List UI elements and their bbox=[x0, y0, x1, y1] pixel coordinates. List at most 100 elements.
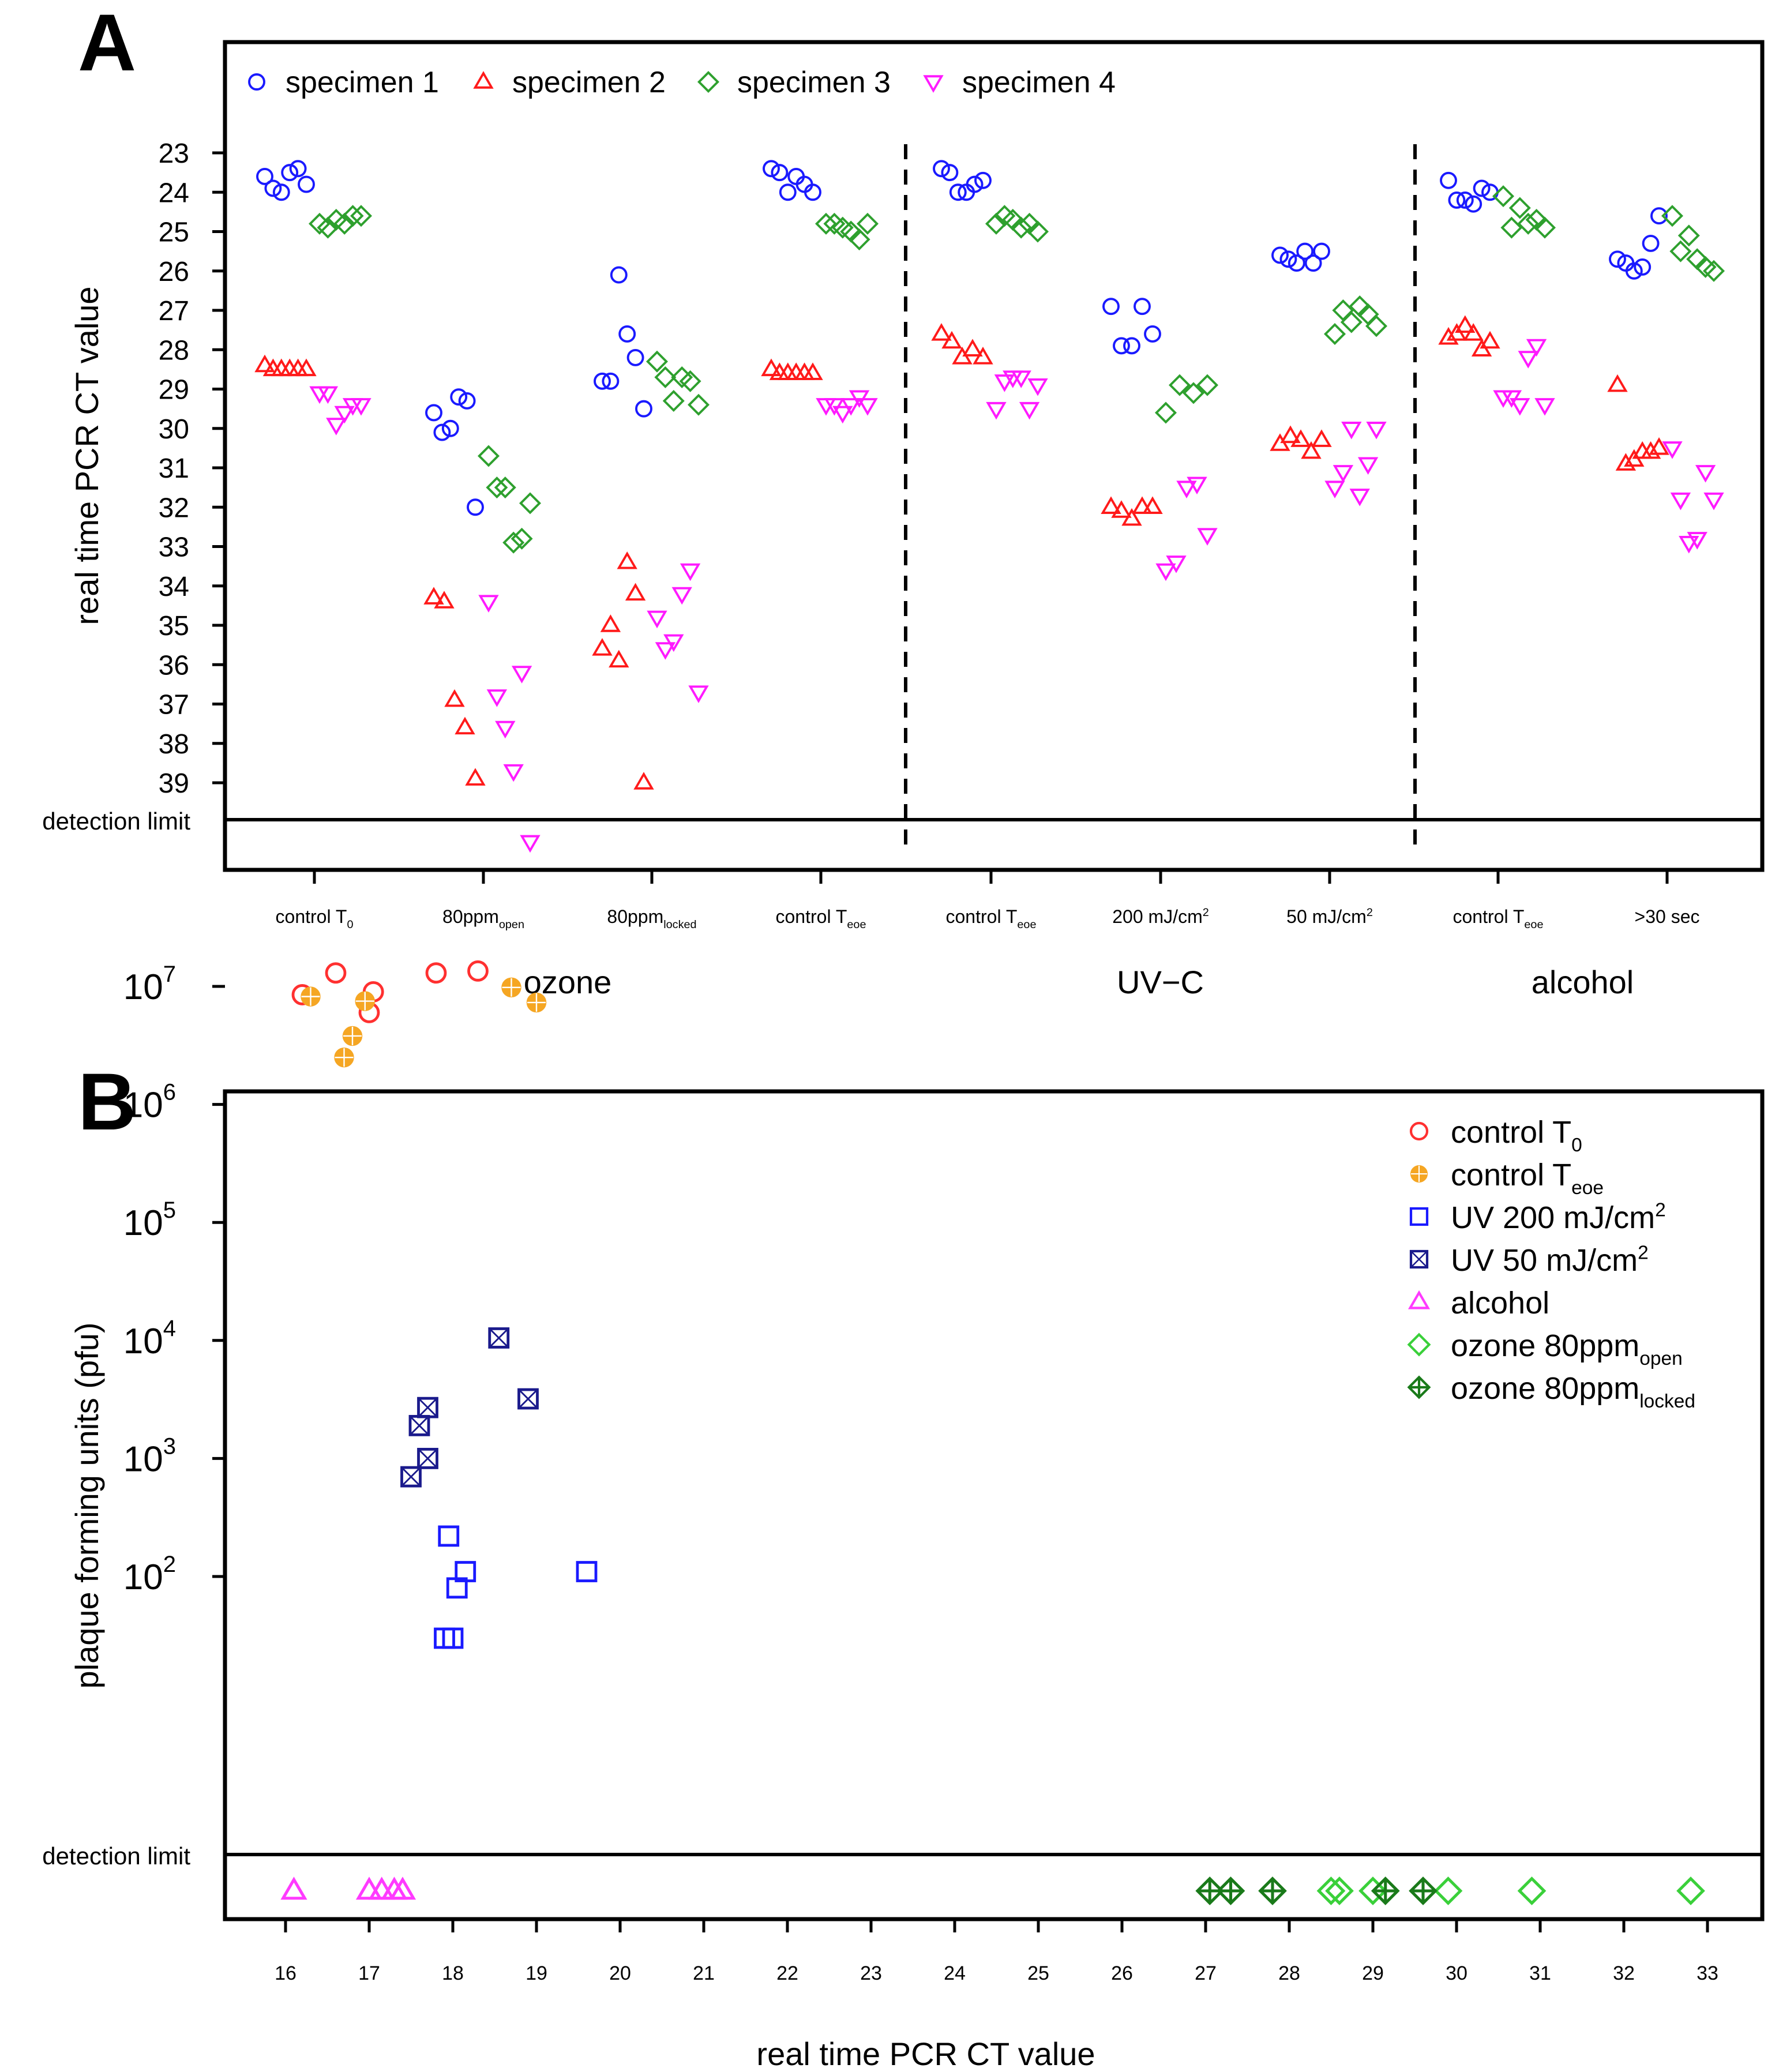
panel-b-point bbox=[389, 1876, 416, 1900]
panel-a-x-tick-label-text: 80ppm bbox=[607, 906, 663, 927]
panel-a-y-tick-label: 25 bbox=[159, 217, 189, 248]
panel-a-point bbox=[1662, 441, 1683, 459]
panel-a-point bbox=[802, 362, 823, 380]
panel-a-point-shape bbox=[804, 183, 821, 201]
panel-b-plot-frame bbox=[223, 1089, 1765, 1921]
panel-a-point bbox=[441, 419, 459, 437]
panel-a-point bbox=[857, 398, 878, 416]
panel-a-point bbox=[1365, 315, 1388, 337]
panel-a-point-shape bbox=[1518, 351, 1538, 369]
panel-a-point bbox=[1518, 351, 1538, 369]
panel-a-legend-marker bbox=[697, 70, 720, 93]
panel-a-x-tick-label-text: control T bbox=[1453, 906, 1525, 927]
panel-a-point bbox=[1304, 254, 1322, 272]
panel-a-y-axis: 23 24 25 26 27 28 29 30 31 32 33 34 35 36 37 38 39 bbox=[159, 138, 225, 799]
panel-a-legend: specimen 1 specimen 2 specimen 3 specimen 4 bbox=[248, 66, 1116, 99]
panel-b-point bbox=[442, 1627, 464, 1649]
panel-a-point-shape bbox=[625, 583, 646, 601]
panel-a-point bbox=[256, 168, 273, 185]
panel-a-point bbox=[1341, 422, 1362, 440]
panel-a-point bbox=[1102, 298, 1120, 316]
panel-a-point-shape bbox=[966, 175, 984, 193]
panel-a-point-shape bbox=[1669, 240, 1692, 262]
panel-a-y-tick-label: 37 bbox=[159, 690, 189, 720]
panel-a-point-shape bbox=[856, 212, 879, 235]
panel-a-point bbox=[848, 228, 870, 251]
panel-a-point-shape bbox=[1196, 374, 1219, 396]
panel-b-point bbox=[355, 991, 375, 1011]
panel-a-point-shape bbox=[1187, 476, 1207, 495]
panel-b-legend-label-text: control T bbox=[1451, 1115, 1571, 1150]
panel-a-point bbox=[1142, 496, 1163, 514]
panel-a-point-shape bbox=[662, 389, 685, 412]
panel-a-point-shape bbox=[1526, 339, 1547, 357]
panel-a-point-shape bbox=[1492, 185, 1515, 208]
panel-b-point-shape bbox=[442, 1627, 464, 1649]
panel-a-point bbox=[272, 183, 290, 201]
panel-b-point bbox=[280, 1876, 307, 1900]
panel-a-point bbox=[1333, 465, 1354, 483]
panel-a-point-shape bbox=[1456, 191, 1474, 209]
panel-a-y-tick-label: 24 bbox=[159, 178, 189, 208]
panel-b-legend-label-sub: eoe bbox=[1571, 1177, 1604, 1199]
panel-a-point-shape bbox=[1609, 250, 1626, 268]
panel-a-point-shape bbox=[1154, 401, 1177, 424]
panel-b-x-tick-label: 32 bbox=[1613, 1962, 1635, 1984]
panel-a-point-shape bbox=[511, 527, 533, 550]
panel-b-legend-marker bbox=[1409, 1207, 1429, 1226]
panel-a-point bbox=[520, 835, 541, 853]
panel-b-point-shape bbox=[389, 1876, 416, 1900]
panel-a-point-shape bbox=[761, 358, 782, 377]
panel-b-legend-label: UV 200 mJ/cm2 bbox=[1451, 1199, 1666, 1235]
panel-b-point bbox=[368, 1876, 395, 1900]
panel-a-point-shape bbox=[1332, 299, 1354, 322]
panel-a-point-shape bbox=[663, 634, 684, 652]
panel-a-point-shape bbox=[1142, 496, 1163, 514]
panel-a-point-shape bbox=[1448, 191, 1466, 209]
panel-a-x-tick-label-text: control T bbox=[946, 906, 1018, 927]
panel-a-point-shape bbox=[425, 404, 442, 422]
panel-a-point-shape bbox=[645, 350, 669, 373]
panel-a-x-tick-label: control T0 bbox=[276, 906, 354, 931]
panel-a-point-shape bbox=[1650, 207, 1668, 225]
panel-a-point-shape bbox=[857, 398, 878, 416]
panel-a-point-shape bbox=[281, 164, 299, 182]
panel-a-point bbox=[1669, 240, 1692, 262]
panel-a-point bbox=[434, 591, 455, 609]
panel-b-point-shape bbox=[1676, 1876, 1705, 1905]
panel-a-point-shape bbox=[931, 323, 952, 341]
panel-a-point-shape bbox=[298, 175, 315, 193]
panel-a-point bbox=[1448, 191, 1466, 209]
panel-a-legend-label: specimen 4 bbox=[962, 66, 1116, 99]
panel-a-point-shape bbox=[1155, 563, 1176, 581]
panel-b-point bbox=[355, 1876, 383, 1900]
panel-b-point-shape bbox=[425, 962, 447, 984]
panel-a-x-tick-label-sub: 0 bbox=[347, 918, 353, 931]
panel-a-point-shape bbox=[654, 366, 677, 389]
panel-a-x-tick-label-sup: 2 bbox=[1367, 906, 1373, 919]
panel-b-point bbox=[1517, 1876, 1547, 1905]
panel-a-point-shape bbox=[1695, 465, 1716, 483]
panel-a-point-shape bbox=[458, 392, 476, 410]
panel-a-point bbox=[840, 398, 861, 416]
panel-a-point-shape bbox=[1333, 465, 1354, 483]
panel-a-legend-marker bbox=[248, 73, 265, 91]
panel-a-x-tick-label: 50 mJ/cm2 bbox=[1286, 906, 1373, 927]
panel-a-point-shape bbox=[618, 325, 636, 343]
panel-a-point bbox=[1155, 563, 1176, 581]
panel-b-x-tick-label: 26 bbox=[1111, 1962, 1133, 1984]
panel-b-point-x2 bbox=[518, 1389, 538, 1409]
panel-a-point bbox=[761, 358, 782, 377]
panel-a-point bbox=[351, 398, 371, 416]
panel-a-point-shape bbox=[1026, 220, 1049, 243]
panel-a-point bbox=[1679, 535, 1699, 554]
panel-a-point-shape bbox=[1463, 323, 1484, 341]
panel-a-point-shape bbox=[840, 398, 861, 416]
panel-b-legend-label-text: ozone 80ppm bbox=[1451, 1371, 1639, 1406]
panel-a-point-shape bbox=[1341, 422, 1362, 440]
panel-a-point-shape bbox=[326, 418, 347, 436]
panel-a-point bbox=[1296, 242, 1314, 260]
panel-a-point bbox=[931, 323, 952, 341]
panel-a-point-shape bbox=[1121, 508, 1142, 526]
